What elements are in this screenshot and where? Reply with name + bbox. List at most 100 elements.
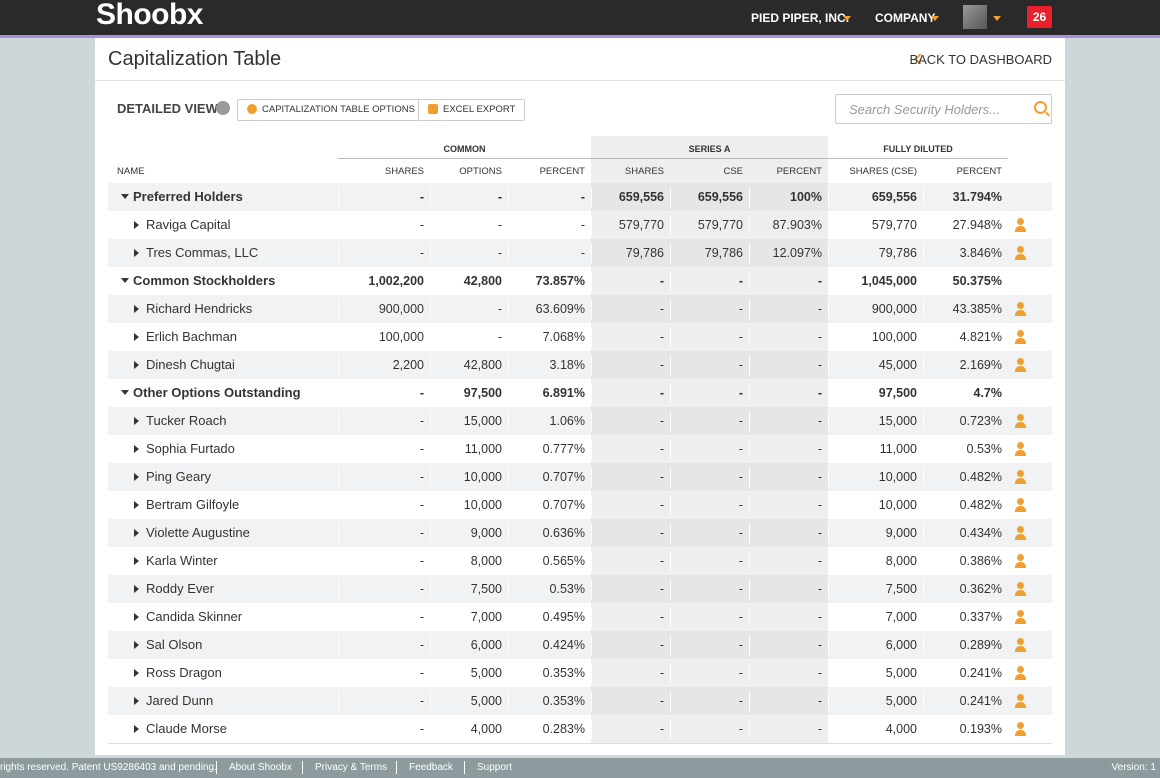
expand-caret[interactable] bbox=[134, 641, 139, 649]
holder-icon-head[interactable] bbox=[1017, 442, 1024, 449]
footer-link[interactable]: Support bbox=[477, 762, 513, 773]
holder-name[interactable]: Candida Skinner bbox=[146, 609, 243, 624]
holder-icon-head[interactable] bbox=[1017, 470, 1024, 477]
holder-name[interactable]: Ross Dragon bbox=[146, 665, 222, 680]
expand-caret[interactable] bbox=[134, 725, 139, 733]
table-cell: - bbox=[817, 274, 822, 288]
holder-name[interactable]: Richard Hendricks bbox=[146, 301, 253, 316]
holder-icon-head[interactable] bbox=[1017, 666, 1024, 673]
collapse-caret[interactable] bbox=[121, 194, 129, 199]
cell-separator bbox=[828, 663, 829, 683]
user-avatar[interactable] bbox=[963, 5, 987, 29]
cell-separator bbox=[923, 495, 924, 515]
expand-caret[interactable] bbox=[134, 361, 139, 369]
table-cell: 0.353% bbox=[542, 666, 585, 680]
logo[interactable]: Shoobx bbox=[96, 0, 204, 31]
back-link[interactable]: BACK TO DASHBOARD bbox=[909, 52, 1052, 67]
holder-icon-head[interactable] bbox=[1017, 582, 1024, 589]
holder-icon-head[interactable] bbox=[1017, 498, 1024, 505]
table-cell: - bbox=[419, 246, 424, 260]
holder-name[interactable]: Claude Morse bbox=[146, 721, 227, 736]
cell-separator bbox=[591, 691, 592, 711]
table-cell: - bbox=[497, 218, 502, 232]
notification-badge[interactable]: 26 bbox=[1027, 6, 1052, 28]
holder-icon-head[interactable] bbox=[1017, 414, 1024, 421]
cell-separator bbox=[430, 187, 431, 207]
table-cell: 0.424% bbox=[542, 638, 585, 652]
holder-name[interactable]: Karla Winter bbox=[146, 553, 218, 568]
collapse-caret[interactable] bbox=[121, 278, 129, 283]
expand-caret[interactable] bbox=[134, 697, 139, 705]
expand-caret[interactable] bbox=[134, 333, 139, 341]
holder-name[interactable]: Violette Augustine bbox=[146, 525, 250, 540]
holder-icon-head[interactable] bbox=[1017, 694, 1024, 701]
expand-caret[interactable] bbox=[134, 221, 139, 229]
table-cell: 0.193% bbox=[959, 722, 1002, 736]
expand-caret[interactable] bbox=[134, 501, 139, 509]
expand-caret[interactable] bbox=[134, 669, 139, 677]
table-cell: 27.948% bbox=[952, 218, 1002, 232]
options-button[interactable]: CAPITALIZATION TABLE OPTIONS bbox=[237, 99, 425, 121]
table-row bbox=[108, 603, 1052, 631]
series-band bbox=[591, 136, 828, 183]
holder-name[interactable]: Bertram Gilfoyle bbox=[146, 497, 240, 512]
expand-caret[interactable] bbox=[134, 585, 139, 593]
table-cell: - bbox=[659, 582, 664, 596]
footer-separator bbox=[302, 761, 303, 774]
table-cell: - bbox=[659, 358, 664, 372]
expand-caret[interactable] bbox=[134, 249, 139, 257]
help-icon[interactable] bbox=[216, 101, 230, 115]
collapse-caret[interactable] bbox=[121, 390, 129, 395]
expand-caret[interactable] bbox=[134, 473, 139, 481]
footer-link[interactable]: Privacy & Terms bbox=[315, 762, 388, 773]
holder-icon-head[interactable] bbox=[1017, 358, 1024, 365]
cell-separator bbox=[508, 691, 509, 711]
holder-icon-head[interactable] bbox=[1017, 218, 1024, 225]
table-cell: - bbox=[817, 582, 822, 596]
cell-separator bbox=[338, 467, 339, 487]
search-icon[interactable] bbox=[1034, 101, 1047, 114]
column-header: PERCENT bbox=[539, 166, 585, 177]
holder-name[interactable]: Raviga Capital bbox=[146, 217, 231, 232]
holder-icon-head[interactable] bbox=[1017, 722, 1024, 729]
expand-caret[interactable] bbox=[134, 445, 139, 453]
table-cell: 7,500 bbox=[885, 582, 917, 596]
gear-icon bbox=[247, 104, 257, 114]
holder-icon-head[interactable] bbox=[1017, 330, 1024, 337]
holder-name[interactable]: Tucker Roach bbox=[146, 413, 227, 428]
holder-name[interactable]: Sophia Furtado bbox=[146, 441, 235, 456]
footer-link[interactable]: Feedback bbox=[409, 762, 453, 773]
holder-name[interactable]: Dinesh Chugtai bbox=[146, 357, 235, 372]
holder-icon-head[interactable] bbox=[1017, 638, 1024, 645]
holder-name[interactable]: Sal Olson bbox=[146, 637, 203, 652]
expand-caret[interactable] bbox=[134, 417, 139, 425]
table-cell: 0.482% bbox=[959, 470, 1002, 484]
export-button[interactable]: EXCEL EXPORT bbox=[418, 99, 526, 121]
cell-separator bbox=[430, 495, 431, 515]
holder-icon-head[interactable] bbox=[1017, 554, 1024, 561]
table-cell: 100,000 bbox=[871, 330, 917, 344]
expand-caret[interactable] bbox=[134, 613, 139, 621]
search-input[interactable] bbox=[835, 94, 1052, 124]
holder-name[interactable]: Erlich Bachman bbox=[146, 329, 238, 344]
holder-name[interactable]: Tres Commas, LLC bbox=[146, 245, 259, 260]
cell-separator bbox=[670, 299, 671, 319]
expand-caret[interactable] bbox=[134, 557, 139, 565]
holder-name[interactable]: Roddy Ever bbox=[146, 581, 214, 596]
cell-separator bbox=[338, 327, 339, 347]
company-selector[interactable]: PIED PIPER, INC. bbox=[751, 11, 850, 25]
holder-name[interactable]: Jared Dunn bbox=[146, 693, 214, 708]
cell-separator bbox=[430, 271, 431, 291]
holder-name[interactable]: Ping Geary bbox=[146, 469, 212, 484]
holder-icon-head[interactable] bbox=[1017, 246, 1024, 253]
footer-link[interactable]: About Shoobx bbox=[229, 762, 292, 773]
cell-separator bbox=[338, 271, 339, 291]
company-menu[interactable]: COMPANY bbox=[875, 11, 936, 25]
expand-caret[interactable] bbox=[134, 305, 139, 313]
holder-icon-head[interactable] bbox=[1017, 526, 1024, 533]
holder-icon-head[interactable] bbox=[1017, 610, 1024, 617]
holder-icon-head[interactable] bbox=[1017, 302, 1024, 309]
column-header: SHARES bbox=[384, 166, 424, 177]
expand-caret[interactable] bbox=[134, 529, 139, 537]
cell-separator bbox=[591, 243, 592, 263]
